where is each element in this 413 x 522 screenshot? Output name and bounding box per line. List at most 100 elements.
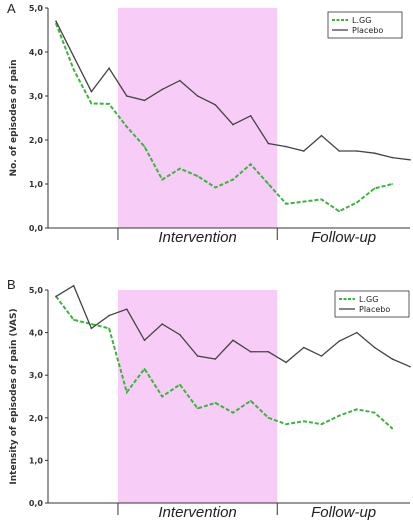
data-point xyxy=(161,323,163,325)
data-point xyxy=(267,183,270,185)
data-point xyxy=(214,358,217,360)
data-point xyxy=(320,198,323,201)
phase-label-follow-up: Follow-up xyxy=(311,504,376,521)
data-point xyxy=(303,150,305,152)
legend-box xyxy=(334,290,410,318)
intervention-region xyxy=(117,8,278,228)
y-tick-label: 2,0 xyxy=(29,136,44,145)
phase-label-intervention: Intervention xyxy=(158,504,236,521)
y-tick-label: 4,0 xyxy=(29,48,44,57)
data-point xyxy=(143,368,146,370)
data-point xyxy=(356,408,358,411)
data-point xyxy=(196,175,199,177)
intervention-region xyxy=(117,290,278,503)
data-point xyxy=(179,79,181,82)
y-tick-label: 4,0 xyxy=(29,329,44,338)
data-point xyxy=(214,186,217,189)
data-point xyxy=(143,145,146,148)
legend-label: L.GG xyxy=(352,16,371,25)
data-point xyxy=(161,178,163,181)
panel-label: B xyxy=(7,277,16,292)
data-point xyxy=(267,142,270,145)
data-point xyxy=(285,423,287,425)
data-point xyxy=(196,95,199,97)
data-point xyxy=(338,340,341,342)
data-point xyxy=(179,167,181,170)
data-point xyxy=(126,95,128,97)
y-tick-label: 3,0 xyxy=(29,92,44,101)
series-line-lgg xyxy=(55,23,393,213)
y-tick-label: 2,0 xyxy=(29,414,44,423)
data-point xyxy=(285,145,287,148)
data-point xyxy=(249,350,252,353)
data-point xyxy=(196,407,199,410)
y-tick-label: 0,0 xyxy=(29,499,44,508)
y-tick-label: 5,0 xyxy=(29,4,44,13)
data-point xyxy=(285,361,287,364)
data-point xyxy=(303,420,305,423)
data-point xyxy=(90,323,93,325)
data-point xyxy=(338,414,341,417)
y-tick-label: 5,0 xyxy=(29,286,44,295)
phase-label-follow-up: Follow-up xyxy=(311,229,376,246)
data-point xyxy=(72,55,75,58)
data-point xyxy=(108,327,110,330)
data-point xyxy=(143,339,146,342)
data-point xyxy=(303,346,305,349)
data-point xyxy=(90,327,93,330)
data-point xyxy=(179,333,181,336)
data-point xyxy=(126,391,128,394)
data-point xyxy=(126,126,128,128)
data-point xyxy=(320,355,323,357)
data-point xyxy=(55,295,57,298)
data-point xyxy=(232,123,234,126)
data-point xyxy=(391,427,394,430)
data-point xyxy=(356,150,358,152)
legend-label: Placebo xyxy=(359,305,390,314)
data-point xyxy=(90,102,93,105)
data-point xyxy=(72,319,75,321)
data-point xyxy=(373,152,376,154)
data-point xyxy=(320,423,323,425)
legend-label: Placebo xyxy=(352,26,383,35)
legend-label: L.GG xyxy=(359,295,378,304)
data-point xyxy=(356,201,358,204)
data-point xyxy=(55,20,57,23)
data-point xyxy=(232,178,234,181)
y-axis-label: Intensity of episodes of pain (VAS) xyxy=(9,308,19,484)
data-point xyxy=(126,308,128,310)
data-point xyxy=(214,402,217,404)
data-point xyxy=(338,150,341,152)
data-point xyxy=(409,159,411,161)
data-point xyxy=(108,67,110,70)
data-point xyxy=(214,104,217,106)
data-point xyxy=(161,395,163,398)
data-point xyxy=(391,358,394,360)
data-point xyxy=(249,399,252,402)
data-point xyxy=(320,134,323,137)
data-point xyxy=(249,115,252,117)
data-point xyxy=(267,417,270,419)
legend-box xyxy=(327,11,403,39)
data-point xyxy=(373,346,376,349)
data-point xyxy=(303,200,305,203)
data-point xyxy=(232,339,234,342)
y-tick-label: 3,0 xyxy=(29,371,44,380)
data-point xyxy=(108,103,110,105)
data-point xyxy=(72,68,75,71)
data-point xyxy=(143,99,146,102)
data-point xyxy=(391,156,394,159)
phase-label-intervention: Intervention xyxy=(158,229,236,246)
data-point xyxy=(232,411,234,414)
y-axis-label: No. of episodes of pain xyxy=(9,60,19,177)
data-point xyxy=(196,355,199,357)
data-point xyxy=(72,284,75,287)
data-point xyxy=(108,314,110,317)
data-point xyxy=(179,383,181,386)
data-point xyxy=(285,203,287,205)
data-point xyxy=(409,365,411,368)
data-point xyxy=(249,163,252,165)
data-point xyxy=(391,183,394,185)
data-point xyxy=(90,90,93,93)
